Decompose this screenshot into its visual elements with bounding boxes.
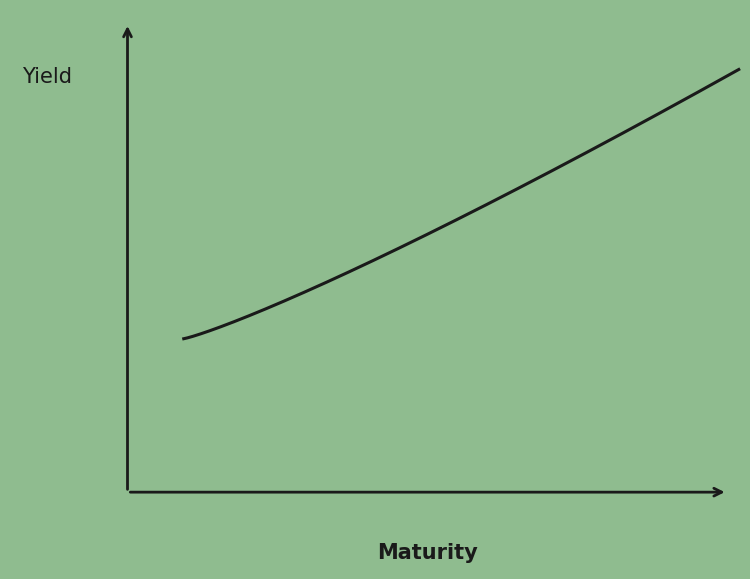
Text: Yield: Yield (22, 67, 73, 87)
Text: Maturity: Maturity (377, 543, 478, 563)
